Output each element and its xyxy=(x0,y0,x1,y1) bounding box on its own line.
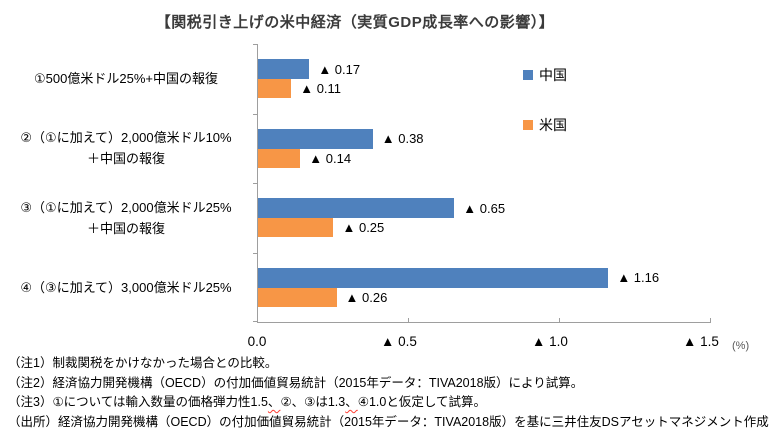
note-text: （注3）①については輸入数量の価格弾力性1.5 xyxy=(8,395,268,410)
y-axis-tick xyxy=(253,44,257,45)
legend-swatch-icon xyxy=(523,70,533,80)
category-label-line: ②（①に加えて）2,000億米ドル10% xyxy=(20,130,232,146)
note-text: ④1.0と仮定して試算。 xyxy=(357,395,486,410)
bar-china xyxy=(258,198,455,218)
category-labels: ①500億米ドル25%+中国の報復 ②（①に加えて）2,000億米ドル10% ＋中国… xyxy=(0,44,252,322)
note-line: （注2）経済協力開発機構（OECD）の付加価値貿易統計（2015年データ：TIV… xyxy=(8,374,780,394)
category-label-line: ①500億米ドル25%+中国の報復 xyxy=(34,71,218,87)
bar-china xyxy=(258,59,310,79)
bar-usa xyxy=(258,218,334,237)
note-text: ②、③は1.3 xyxy=(280,395,346,410)
category-label: ③（①に加えて）2,000億米ドル25% ＋中国の報復 xyxy=(0,183,252,253)
legend-label: 中国 xyxy=(539,67,567,83)
note-line: （出所）経済協力開発機構（OECD）の付加価値貿易統計（2015年データ：TIV… xyxy=(8,413,780,433)
legend-entry-china: 中国 xyxy=(523,65,567,85)
note-text: （注2）経済協力開発機構（OECD）の付加価値貿易統計（2015年データ：TIV… xyxy=(8,375,584,390)
bar-value-label: ▲ 1.16 xyxy=(617,270,660,285)
plot-area: ▲ 0.17 ▲ 0.11 ▲ 0.38 ▲ 0.14 ▲ 0.65 ▲ 0.25 ▲ 1.… xyxy=(253,44,711,323)
bar-group: ▲ 0.65 ▲ 0.25 xyxy=(258,198,711,237)
bar-row: ▲ 0.14 xyxy=(258,148,711,168)
chart-title: 【関税引き上げの米中経済（実質GDP成長率への影響）】 xyxy=(155,14,555,31)
x-axis-tick xyxy=(407,318,409,322)
note-line: （注3）①については輸入数量の価格弾力性1.5、②、③は1.3、④1.0と仮定し… xyxy=(8,393,780,413)
spellcheck-squiggle: 、 xyxy=(345,395,358,410)
bar-value-label: ▲ 0.38 xyxy=(381,131,424,146)
y-axis-tick xyxy=(253,252,257,254)
x-axis-tick-label: ▲ 0.5 xyxy=(381,334,417,349)
category-label-line: ④（③に加えて）3,000億米ドル25% xyxy=(20,279,232,295)
bar-group: ▲ 1.16 ▲ 0.26 xyxy=(258,267,711,307)
x-axis-tick-label: 0.0 xyxy=(247,334,267,349)
bar-row: ▲ 1.16 xyxy=(258,267,711,288)
x-axis-unit-label: (%) xyxy=(732,340,750,352)
y-axis-tick xyxy=(253,321,257,322)
x-axis-tick-label: ▲ 1.0 xyxy=(532,334,568,349)
bar-china xyxy=(258,128,373,149)
category-label-line: ③（①に加えて）2,000億米ドル25% xyxy=(20,199,232,215)
bar-value-label: ▲ 0.65 xyxy=(463,200,506,216)
bar-group: ▲ 0.17 ▲ 0.11 xyxy=(258,59,711,98)
bar-usa xyxy=(258,148,301,168)
bar-usa xyxy=(258,79,292,98)
bar-value-label: ▲ 0.11 xyxy=(300,81,342,96)
legend-label: 米国 xyxy=(539,117,567,133)
x-axis-tick-label: ▲ 1.5 xyxy=(683,334,719,349)
bar-value-label: ▲ 0.25 xyxy=(342,220,385,235)
category-label: ②（①に加えて）2,000億米ドル10% ＋中国の報復 xyxy=(0,114,252,184)
bar-value-label: ▲ 0.26 xyxy=(345,289,388,305)
x-axis-tick xyxy=(710,318,711,322)
x-axis-tick xyxy=(257,318,258,322)
legend-entry-usa: 米国 xyxy=(523,115,567,135)
x-axis-labels: 0.0 ▲ 0.5 ▲ 1.0 ▲ 1.5 xyxy=(248,334,719,350)
y-axis-tick xyxy=(253,183,257,184)
bar-row: ▲ 0.38 xyxy=(258,128,711,149)
bar-usa xyxy=(258,287,337,307)
note-text: （出所）経済協力開発機構（OECD）の付加価値貿易統計（2015年データ：TIV… xyxy=(8,414,769,429)
note-text: （注1）制裁関税をかけなかった場合との比較。 xyxy=(8,356,278,370)
bar-row: ▲ 0.26 xyxy=(258,287,711,307)
y-axis-tick xyxy=(253,113,257,115)
bar-row: ▲ 0.65 xyxy=(258,198,711,218)
spellcheck-squiggle: 、 xyxy=(267,395,281,410)
bar-value-label: ▲ 0.14 xyxy=(309,150,352,166)
x-axis-tick xyxy=(558,318,560,322)
bar-group: ▲ 0.38 ▲ 0.14 xyxy=(258,128,711,168)
note-line: （注1）制裁関税をかけなかった場合との比較。 xyxy=(8,354,780,374)
bar-value-label: ▲ 0.17 xyxy=(318,61,361,77)
bar-row: ▲ 0.17 xyxy=(258,59,711,79)
bar-row: ▲ 0.11 xyxy=(258,79,711,98)
bar-china xyxy=(258,267,609,288)
category-label: ①500億米ドル25%+中国の報復 xyxy=(0,44,252,114)
legend-swatch-icon xyxy=(523,120,533,130)
category-label-line: ＋中国の報復 xyxy=(86,220,165,236)
category-label: ④（③に加えて）3,000億米ドル25% xyxy=(0,253,252,323)
notes: （注1）制裁関税をかけなかった場合との比較。 （注2）経済協力開発機構（OECD）… xyxy=(8,354,780,432)
bar-row: ▲ 0.25 xyxy=(258,218,711,237)
category-label-line: ＋中国の報復 xyxy=(86,151,165,167)
